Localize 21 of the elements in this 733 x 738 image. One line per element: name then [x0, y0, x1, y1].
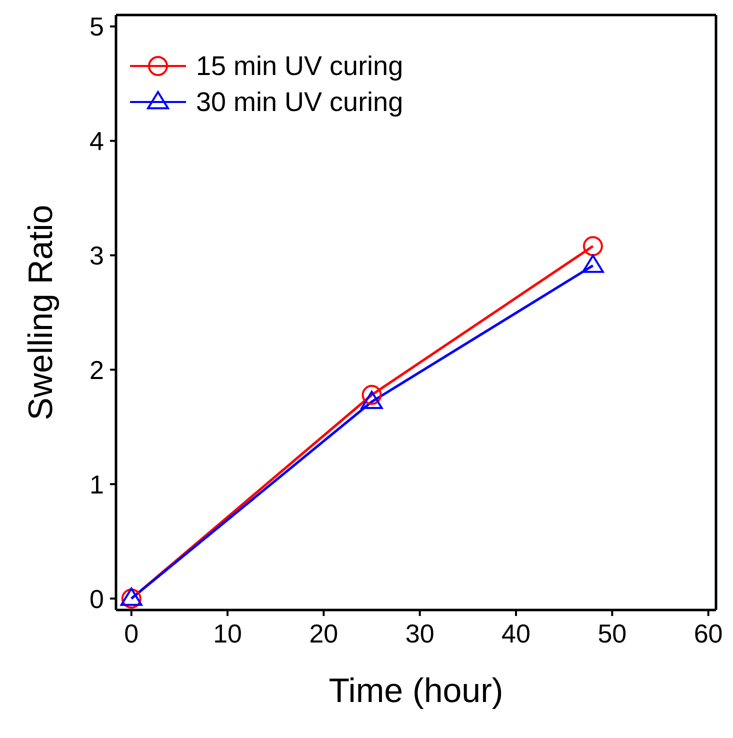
x-axis-title: Time (hour): [328, 672, 504, 710]
x-tick-label: 0: [124, 618, 139, 648]
x-tick-label: 40: [502, 618, 530, 648]
y-tick-label: 4: [90, 126, 104, 156]
x-tick-label: 50: [598, 618, 627, 648]
point: [120, 588, 142, 606]
point: [362, 384, 382, 405]
point: [582, 236, 603, 256]
legend-label: 15 min UV curing: [196, 50, 404, 82]
y-tick-label: 2: [90, 354, 104, 385]
x-tick-label: 20: [309, 618, 338, 648]
legend-label: 30 min UV curing: [196, 86, 404, 118]
x-tick-label: 10: [213, 618, 242, 648]
y-tick-label: 5: [90, 12, 104, 42]
y-tick-label: 3: [90, 240, 104, 271]
x-tick-label: 30: [405, 618, 434, 648]
x-tick-label: 60: [694, 618, 723, 648]
y-axis-title: Swelling Ratio: [22, 204, 60, 420]
y-tick-label: 0: [90, 584, 104, 614]
y-tick-label: 1: [90, 469, 104, 500]
point: [360, 390, 383, 410]
